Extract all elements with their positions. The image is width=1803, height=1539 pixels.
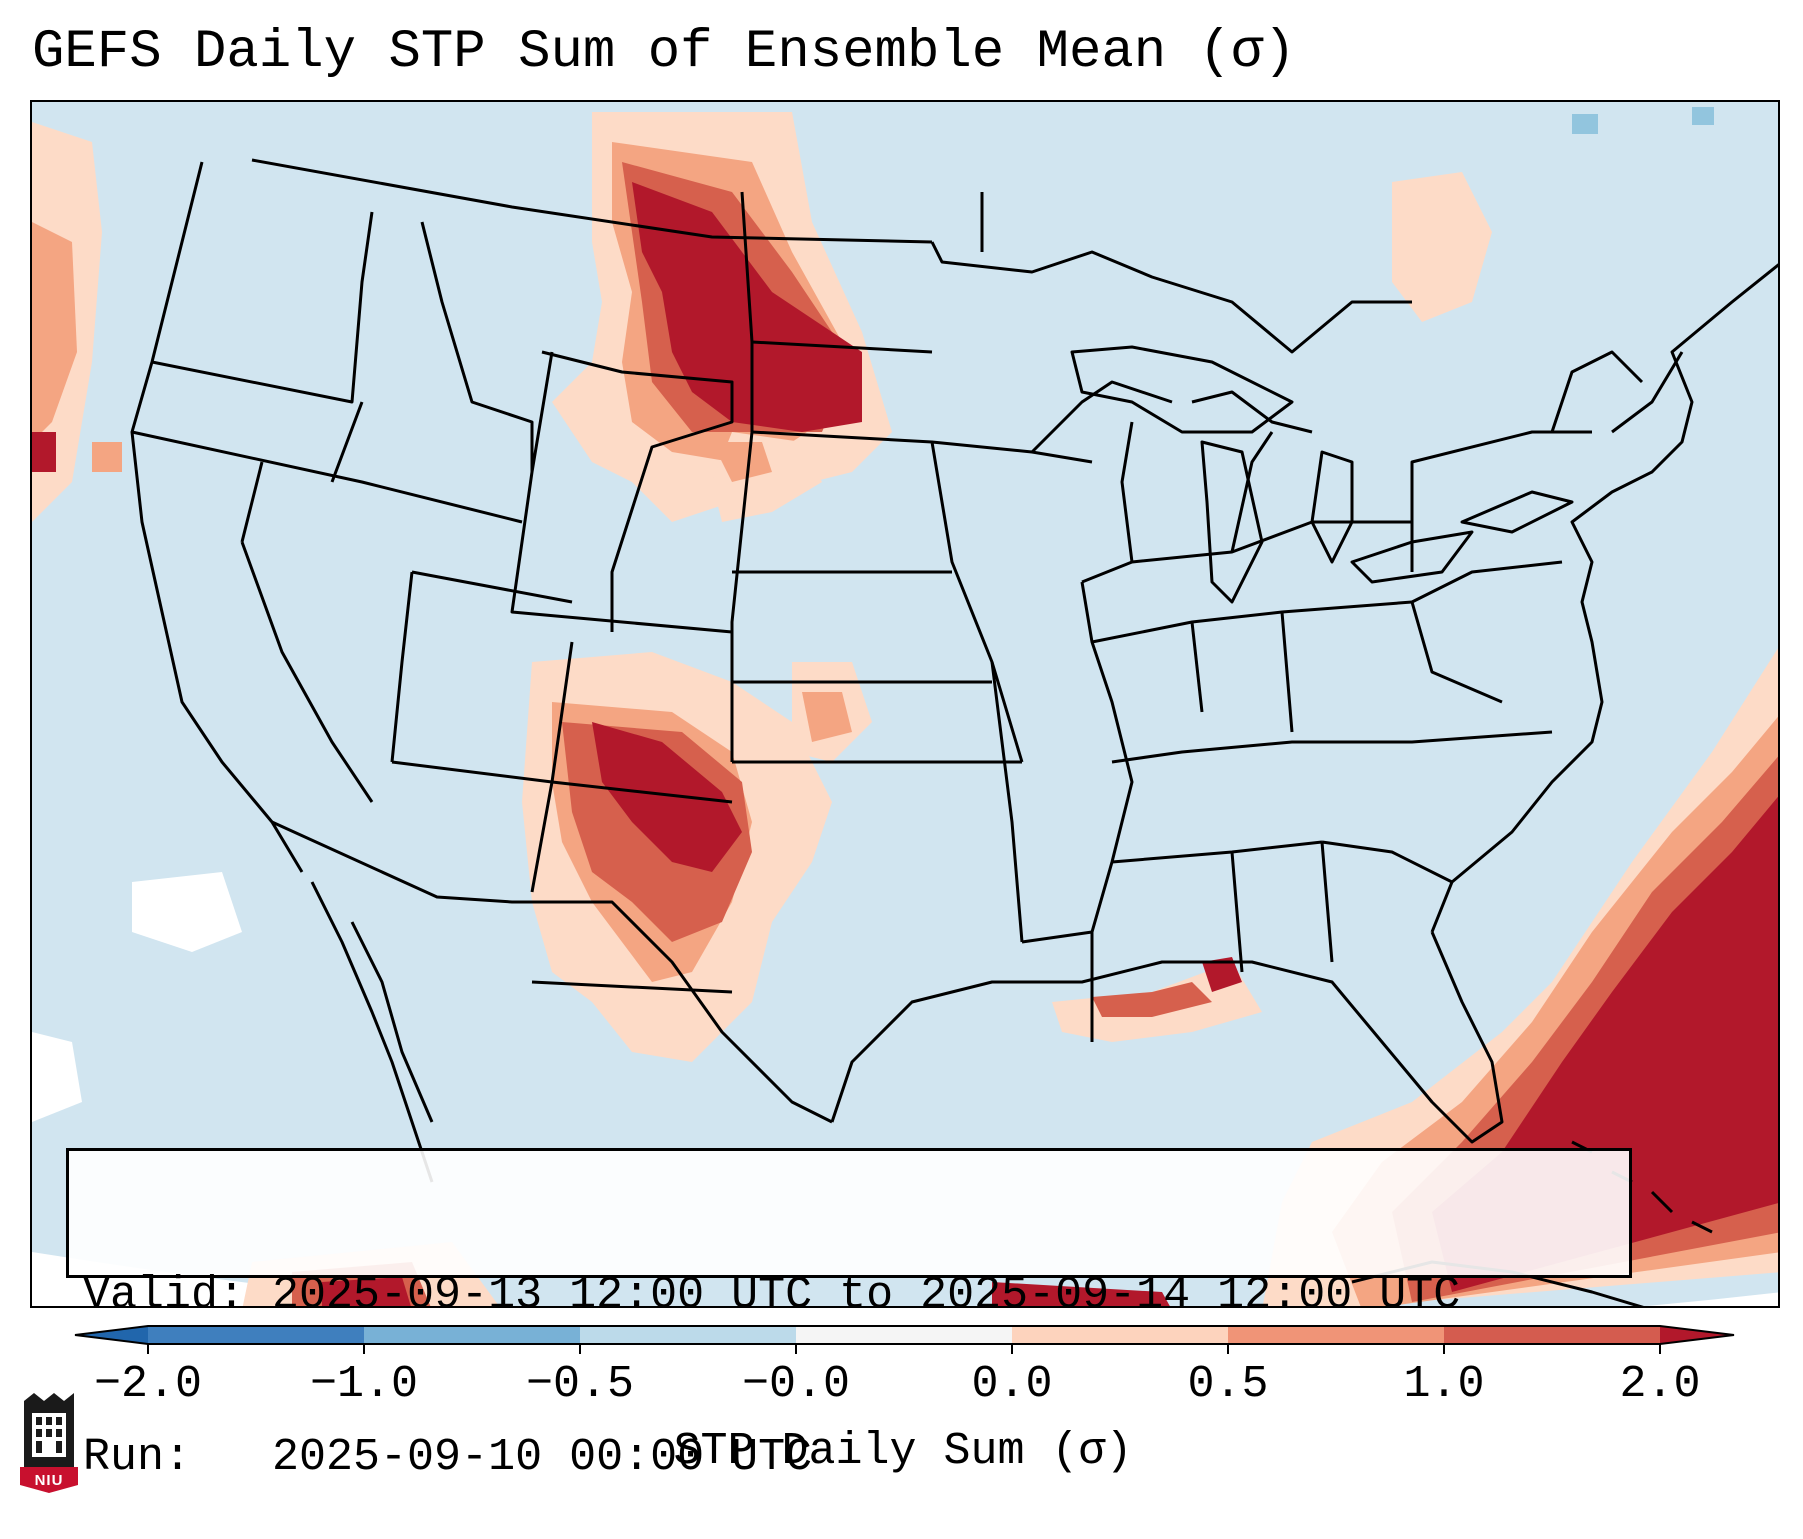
- colorbar-over-arrow: [1660, 1326, 1734, 1344]
- quebec-patch: [1392, 172, 1492, 322]
- zero-patch-offshore: [132, 872, 242, 952]
- pacific-offshore: [32, 122, 122, 522]
- southeast-max: [1052, 648, 1778, 1306]
- colorbar-tick-label: −1.0: [309, 1359, 419, 1410]
- negative-patch-2: [1692, 107, 1714, 125]
- colorbar-tick-label: −0.0: [741, 1359, 851, 1410]
- stp-shading: [32, 107, 1778, 1306]
- negative-patch: [1572, 114, 1598, 134]
- map-canvas: [32, 102, 1778, 1306]
- southern-rockies-max: [522, 652, 872, 1062]
- political-borders: [130, 158, 1778, 1306]
- zero-patch-west: [32, 1032, 82, 1122]
- niu-logo-graphic: [20, 1393, 78, 1493]
- colorbar-tick-label: −0.5: [525, 1359, 635, 1410]
- valid-run-infobox: Valid: 2025-09-13 12:00 UTC to 2025-09-1…: [66, 1148, 1632, 1483]
- colorbar-tick-label: 0.5: [1187, 1359, 1269, 1410]
- map-domain: [32, 102, 1778, 1306]
- map-panel: [30, 100, 1780, 1308]
- colorbar-tick-label: −2.0: [93, 1359, 203, 1410]
- northern-plains-max: [552, 112, 892, 522]
- colorbar-tick-label: 1.0: [1403, 1359, 1485, 1410]
- chart-title: GEFS Daily STP Sum of Ensemble Mean (σ): [32, 22, 1296, 83]
- niu-logo-text: NIU: [34, 1472, 64, 1489]
- niu-logo: NIU: [20, 1393, 78, 1493]
- colorbar-tick-label: 2.0: [1619, 1359, 1701, 1410]
- run-time-line: Run: 2025-09-10 00:00 UTC: [83, 1432, 813, 1483]
- colorbar-label: STP Daily Sum (σ): [673, 1426, 1133, 1477]
- valid-time-line: Valid: 2025-09-13 12:00 UTC to 2025-09-1…: [83, 1270, 1461, 1321]
- colorbar-tick-label: 0.0: [971, 1359, 1053, 1410]
